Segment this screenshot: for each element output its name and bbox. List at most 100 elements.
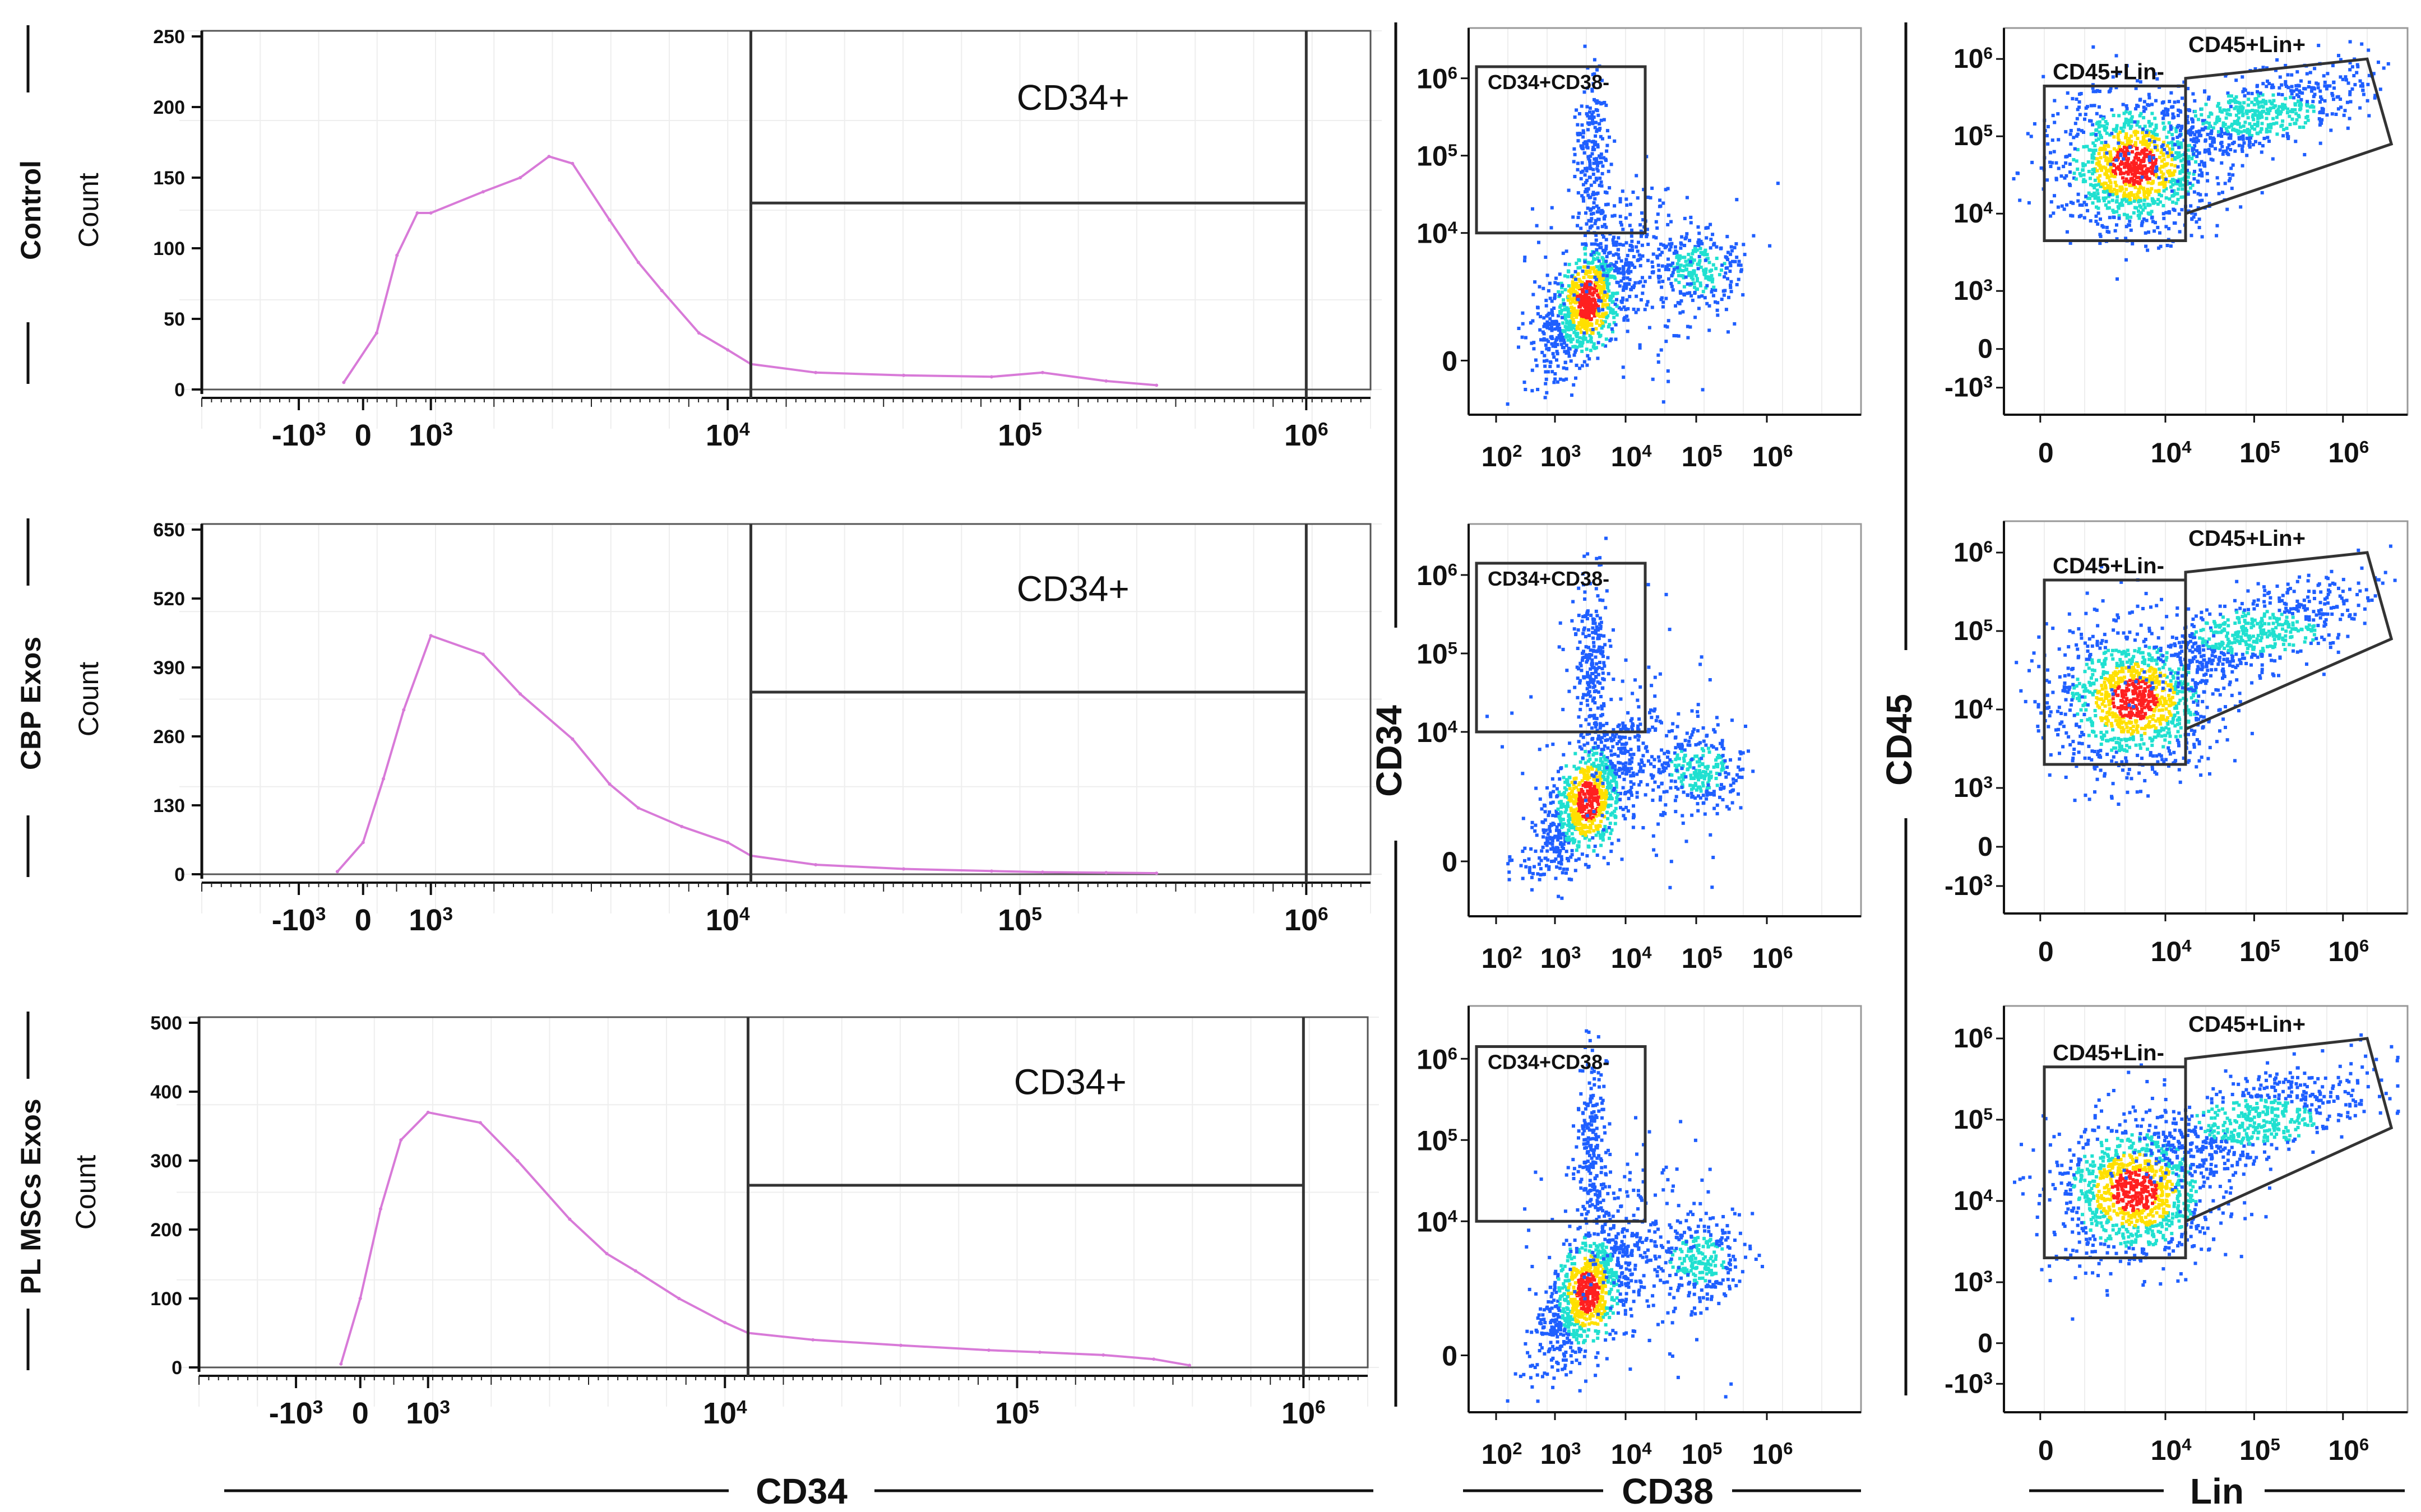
event-dot xyxy=(1604,157,1608,161)
event-dot xyxy=(1593,716,1596,720)
event-dot xyxy=(1600,814,1604,818)
event-dot xyxy=(1625,282,1629,286)
event-dot xyxy=(1629,244,1633,248)
event-dot xyxy=(1628,758,1632,762)
event-dot xyxy=(1591,698,1595,702)
event-dot xyxy=(1645,783,1649,787)
event-dot xyxy=(1636,249,1640,253)
event-dot xyxy=(1577,1280,1581,1284)
event-dot xyxy=(1614,781,1618,785)
event-dot xyxy=(1532,341,1536,345)
event-dot xyxy=(1726,258,1730,261)
event-dot xyxy=(1579,724,1583,728)
event-dot xyxy=(1581,1126,1585,1130)
event-dot xyxy=(1656,785,1660,789)
histogram-point xyxy=(429,634,433,638)
event-dot xyxy=(1521,322,1525,326)
event-dot xyxy=(1703,812,1707,816)
event-dot xyxy=(1613,139,1617,143)
y-tick-label: 104 xyxy=(1417,717,1458,749)
event-dot xyxy=(1612,253,1615,257)
event-dot xyxy=(1542,873,1545,876)
event-dot xyxy=(1559,1332,1563,1336)
event-dot xyxy=(1574,797,1578,801)
event-dot xyxy=(1611,308,1615,312)
event-dot xyxy=(1600,760,1604,764)
event-dot xyxy=(1627,265,1631,269)
event-dot xyxy=(1604,795,1608,799)
event-dot xyxy=(1704,765,1707,769)
event-dot xyxy=(1577,766,1581,770)
event-dot xyxy=(1599,1279,1603,1283)
event-dot xyxy=(1522,381,1526,384)
event-dot xyxy=(1577,258,1581,262)
event-dot xyxy=(1661,813,1665,817)
event-dot xyxy=(1590,822,1594,825)
event-dot xyxy=(1627,282,1631,286)
event-dot xyxy=(1535,224,1539,228)
event-dot xyxy=(1536,1316,1540,1320)
event-dot xyxy=(1688,764,1692,768)
event-dot xyxy=(1607,797,1611,801)
event-dot xyxy=(1729,280,1733,284)
event-dot xyxy=(1599,836,1603,840)
event-dot xyxy=(1584,1241,1587,1245)
event-dot xyxy=(1627,261,1631,265)
event-dot xyxy=(1588,334,1592,337)
event-dot xyxy=(1604,829,1608,833)
event-dot xyxy=(1576,272,1580,276)
event-dot xyxy=(1684,259,1688,263)
event-dot xyxy=(1586,671,1589,675)
event-dot xyxy=(1612,738,1615,741)
event-dot xyxy=(1659,348,1663,352)
event-dot xyxy=(1594,1262,1598,1266)
event-dot xyxy=(1555,358,1558,362)
event-dot xyxy=(1616,725,1620,729)
event-dot xyxy=(1585,1167,1589,1171)
event-dot xyxy=(1558,293,1562,297)
event-dot xyxy=(1583,44,1587,48)
event-dot xyxy=(1564,1358,1568,1362)
event-dot xyxy=(1583,173,1587,177)
event-dot xyxy=(1729,245,1733,249)
event-dot xyxy=(1612,316,1616,319)
event-dot xyxy=(1591,327,1595,331)
event-dot xyxy=(1549,1286,1553,1290)
event-dot xyxy=(1558,866,1562,870)
event-dot xyxy=(1553,1281,1557,1284)
event-dot xyxy=(1696,776,1700,780)
event-dot xyxy=(1594,833,1598,837)
event-dot xyxy=(1533,280,1537,284)
event-dot xyxy=(1577,857,1581,861)
event-dot xyxy=(1528,866,1532,870)
event-dot xyxy=(1567,819,1571,823)
event-dot xyxy=(1601,1228,1604,1232)
event-dot xyxy=(1600,1298,1604,1302)
event-dot xyxy=(1730,801,1734,805)
event-dot xyxy=(1606,775,1610,779)
event-dot xyxy=(1579,1092,1583,1096)
event-dot xyxy=(1513,1372,1517,1376)
event-dot xyxy=(1563,313,1567,317)
event-dot xyxy=(1593,811,1597,815)
event-dot xyxy=(1612,1226,1615,1230)
event-dot xyxy=(1629,202,1632,206)
event-dot xyxy=(1558,849,1562,853)
event-dot xyxy=(1593,845,1597,848)
event-dot xyxy=(1572,1124,1575,1128)
event-dot xyxy=(1661,400,1665,404)
event-dot xyxy=(1599,800,1603,804)
event-dot xyxy=(1683,1231,1686,1235)
event-dot xyxy=(1581,800,1585,804)
event-dot xyxy=(1582,331,1586,335)
event-dot xyxy=(1550,839,1554,843)
event-dot xyxy=(1600,763,1604,767)
event-dot xyxy=(1598,128,1601,132)
event-dot xyxy=(1664,188,1668,192)
event-dot xyxy=(1595,650,1599,653)
event-dot xyxy=(1579,767,1583,771)
event-dot xyxy=(1590,1119,1593,1123)
event-dot xyxy=(1636,308,1640,312)
event-dot xyxy=(1635,294,1638,298)
event-dot xyxy=(1551,352,1555,356)
